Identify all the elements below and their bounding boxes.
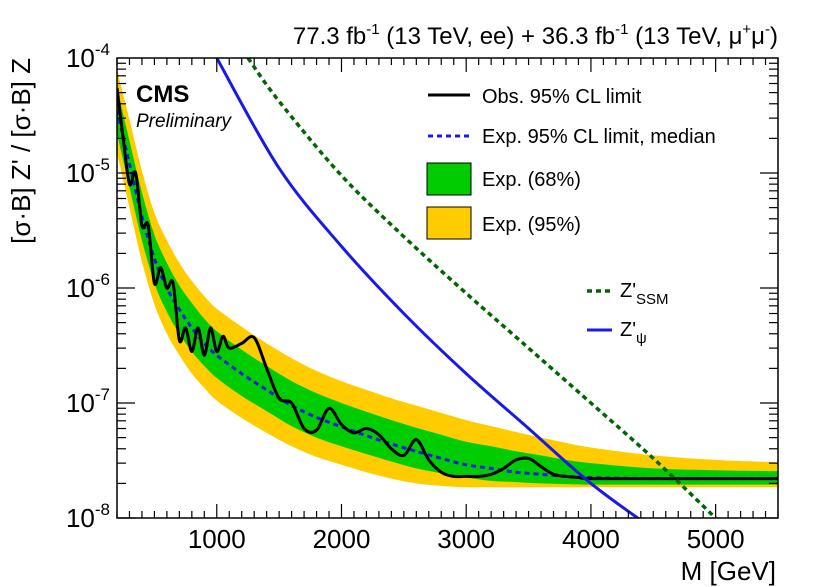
legend-swatch-band68 bbox=[426, 162, 472, 196]
y-tick-label: 10-8 bbox=[66, 500, 110, 533]
x-axis: 1000 2000 3000 4000 5000 bbox=[116, 58, 779, 554]
x-tick-label: 4000 bbox=[562, 524, 620, 554]
legend-label-zssm: Z'SSM bbox=[620, 280, 669, 308]
legend-label-band95: Exp. (95%) bbox=[482, 214, 581, 236]
legend-entry-zssm: Z'SSM bbox=[587, 280, 669, 308]
plot-area bbox=[117, 58, 778, 518]
cms-preliminary-label: Preliminary bbox=[136, 111, 233, 132]
observed-limit-line bbox=[117, 87, 778, 481]
legend: Obs. 95% CL limit Exp. 95% CL limit, med… bbox=[426, 86, 716, 347]
legend-swatch-band95 bbox=[426, 206, 472, 240]
zpsi-model-line bbox=[215, 58, 641, 518]
x-axis-title: M [GeV] bbox=[681, 556, 776, 586]
cms-label: CMS bbox=[136, 81, 189, 108]
legend-entry-expected: Exp. 95% CL limit, median bbox=[428, 126, 716, 148]
legend-label-expected: Exp. 95% CL limit, median bbox=[482, 126, 716, 148]
legend-label-observed: Obs. 95% CL limit bbox=[482, 86, 642, 108]
expected-median-line bbox=[117, 110, 778, 481]
legend-label-band68: Exp. (68%) bbox=[482, 169, 581, 191]
y-tick-label: 10-7 bbox=[66, 385, 110, 418]
luminosity-header: 77.3 fb-1 (13 TeV, ee) + 36.3 fb-1 (13 T… bbox=[293, 21, 778, 50]
legend-entry-band95: Exp. (95%) bbox=[426, 206, 581, 240]
y-axis-title: [σ·B] Z' / [σ·B] Z bbox=[6, 58, 36, 244]
legend-entry-zpsi: Z'ψ bbox=[587, 319, 647, 347]
y-axis: 10-4 10-5 10-6 10-7 10-8 bbox=[66, 40, 778, 533]
x-tick-label: 1000 bbox=[188, 524, 246, 554]
y-tick-label: 10-4 bbox=[66, 40, 110, 73]
legend-entry-band68: Exp. (68%) bbox=[426, 162, 581, 196]
y-tick-label: 10-6 bbox=[66, 270, 110, 303]
y-tick-label: 10-5 bbox=[66, 155, 110, 188]
x-tick-label: 3000 bbox=[437, 524, 495, 554]
legend-label-zpsi: Z'ψ bbox=[620, 319, 647, 347]
expected-68-band bbox=[117, 87, 778, 485]
zssm-model-line bbox=[246, 58, 717, 518]
x-tick-label: 5000 bbox=[687, 524, 745, 554]
legend-entry-observed: Obs. 95% CL limit bbox=[428, 86, 642, 108]
x-tick-label: 2000 bbox=[313, 524, 371, 554]
